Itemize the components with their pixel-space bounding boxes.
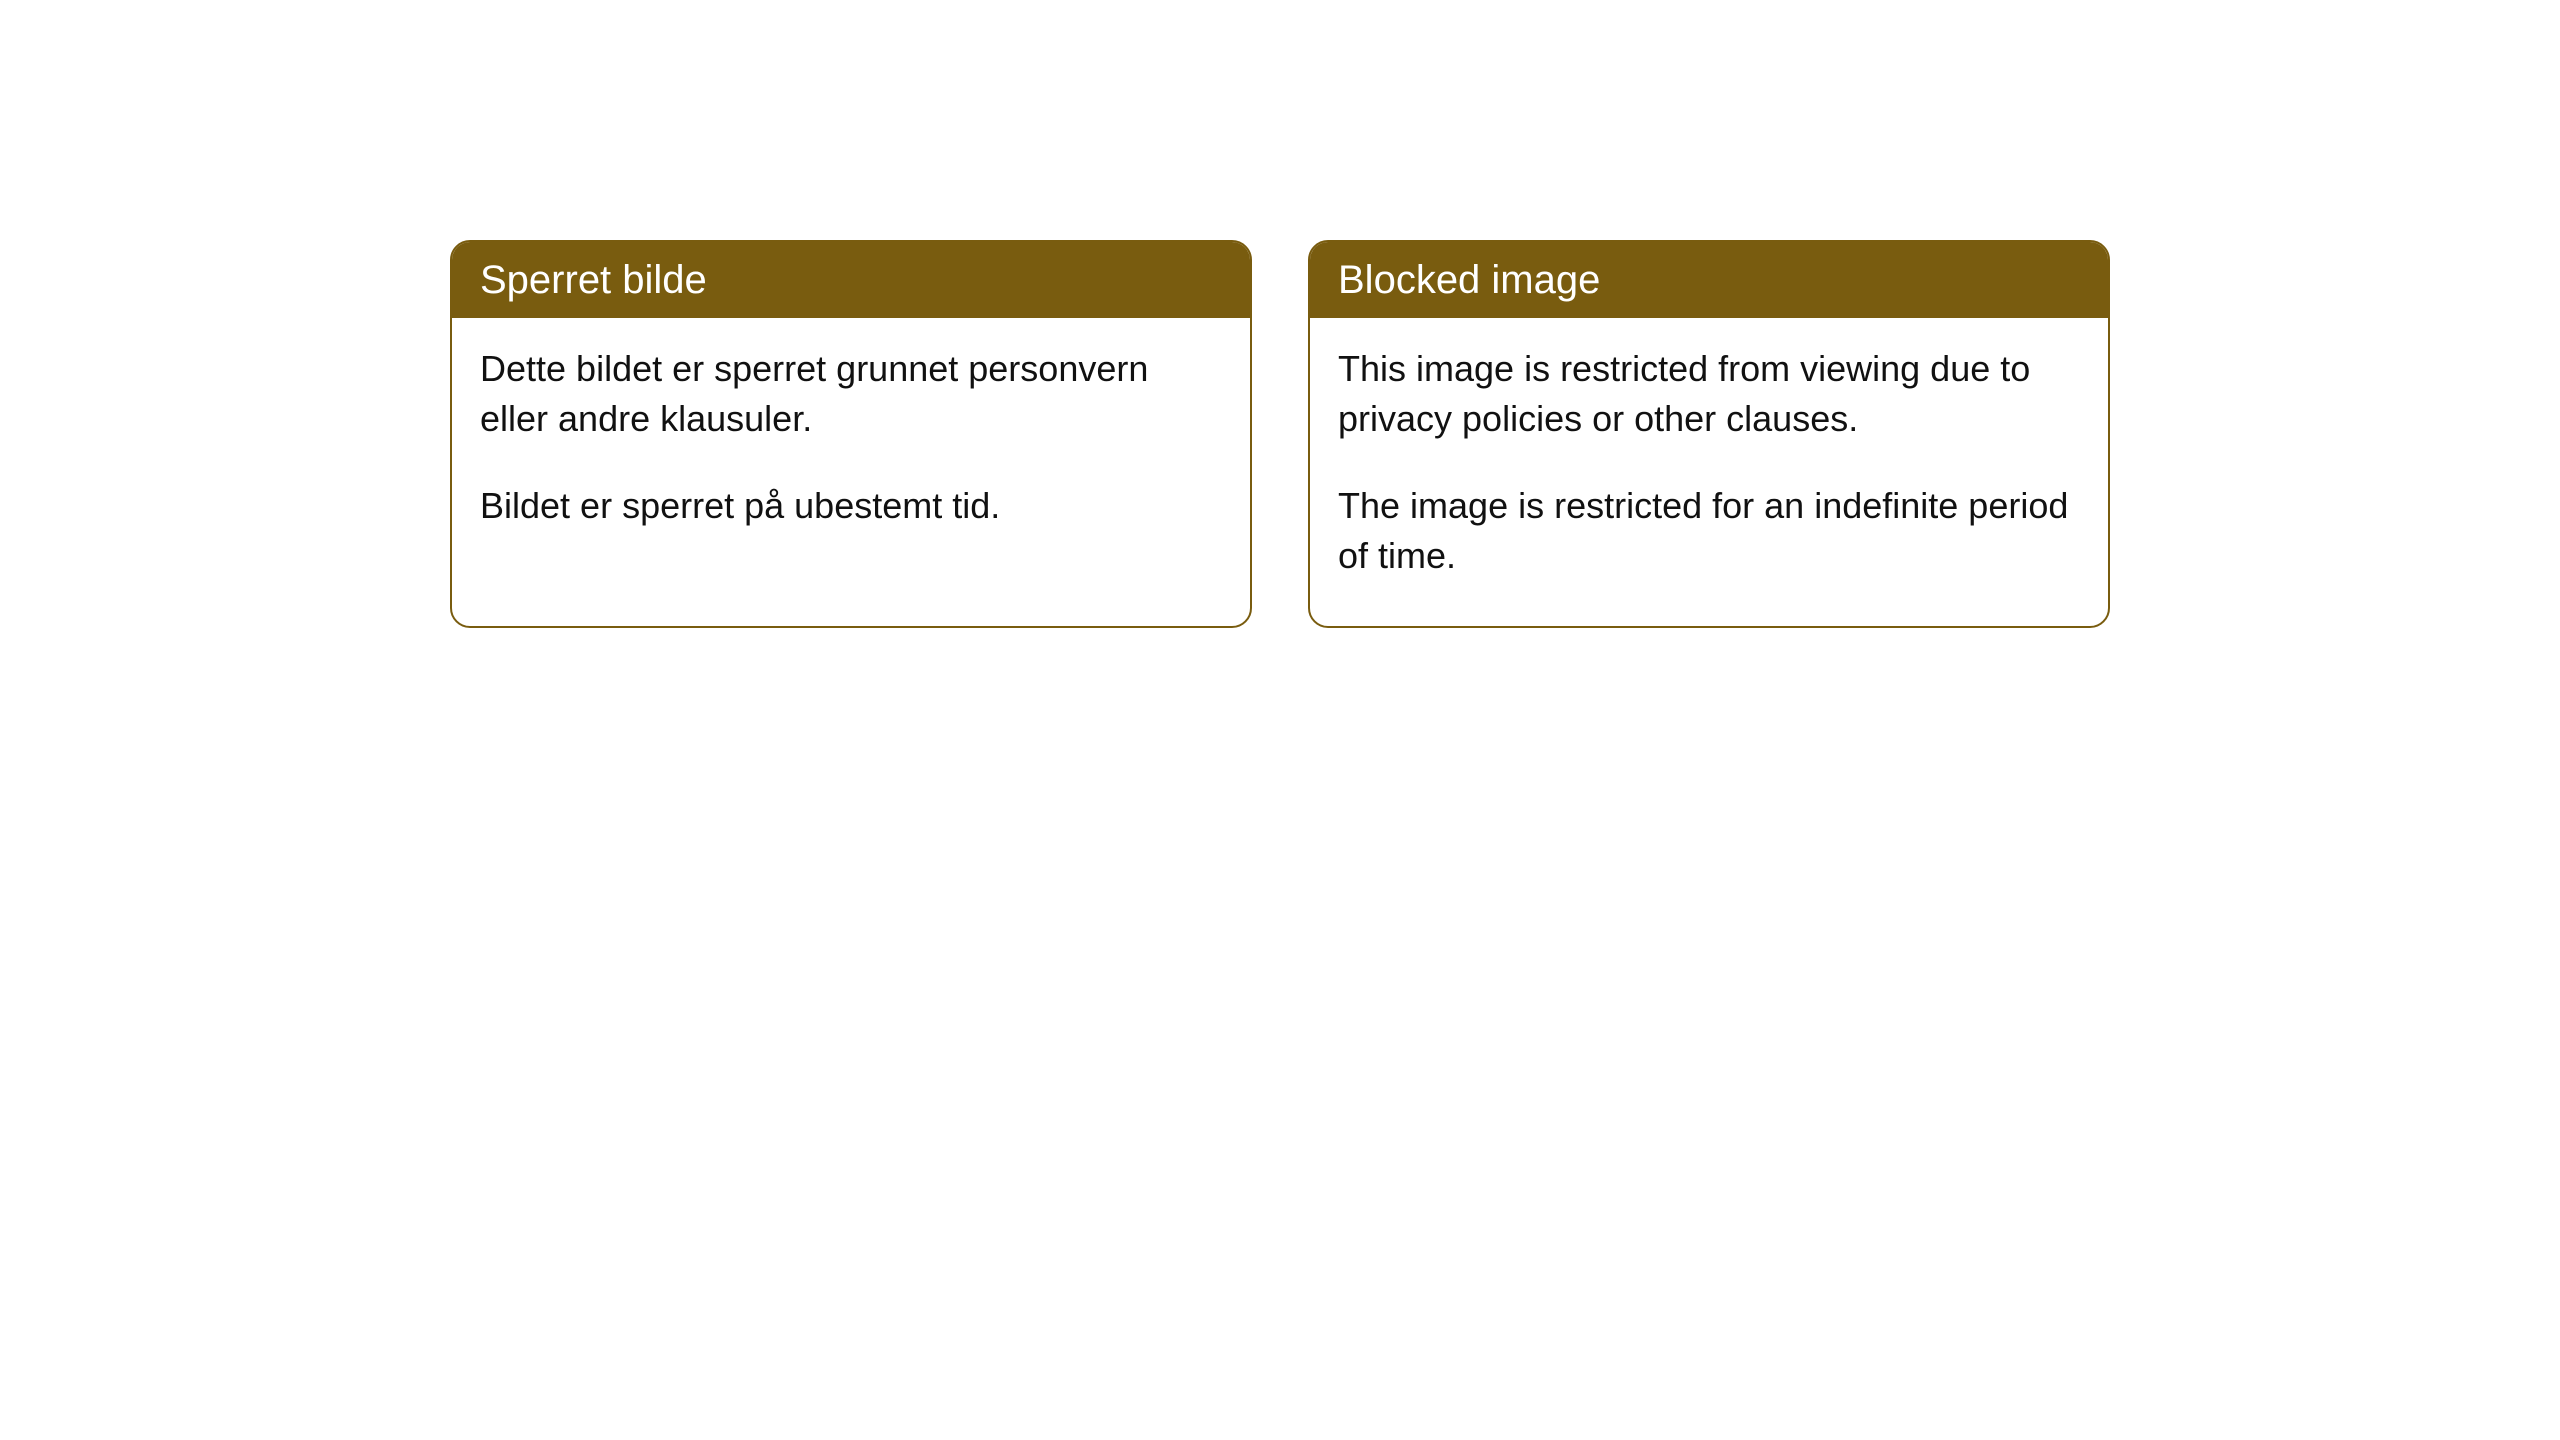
card-body-norwegian: Dette bildet er sperret grunnet personve… [452, 318, 1250, 575]
card-text-para1: This image is restricted from viewing du… [1338, 344, 2080, 445]
notice-card-english: Blocked image This image is restricted f… [1308, 240, 2110, 628]
notice-card-norwegian: Sperret bilde Dette bildet er sperret gr… [450, 240, 1252, 628]
card-text-para2: Bildet er sperret på ubestemt tid. [480, 481, 1222, 531]
card-title: Blocked image [1338, 258, 1600, 302]
card-header-english: Blocked image [1310, 242, 2108, 318]
card-header-norwegian: Sperret bilde [452, 242, 1250, 318]
card-text-para1: Dette bildet er sperret grunnet personve… [480, 344, 1222, 445]
card-body-english: This image is restricted from viewing du… [1310, 318, 2108, 626]
card-title: Sperret bilde [480, 258, 707, 302]
notice-container: Sperret bilde Dette bildet er sperret gr… [0, 0, 2560, 628]
card-text-para2: The image is restricted for an indefinit… [1338, 481, 2080, 582]
